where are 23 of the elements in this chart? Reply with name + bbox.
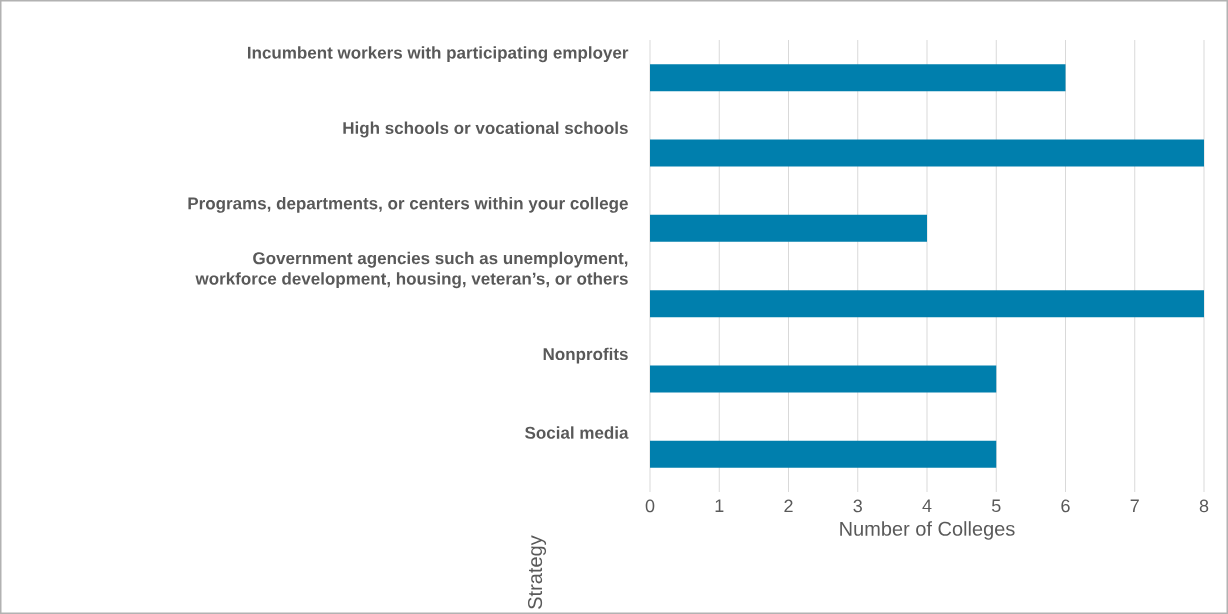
x-tick-label: 6 [1061, 499, 1070, 513]
y-tick-label: Nonprofits [543, 347, 628, 364]
y-tick-label: Social media [525, 426, 629, 439]
x-tick-label: 2 [784, 499, 793, 513]
y-tick-label: High schools or vocational schools [343, 121, 628, 138]
y-tick-label: Government agencies such as unemployment, workforce development, housing, veteran’s, or others [195, 251, 628, 289]
x-tick-label: 4 [922, 499, 932, 512]
x-tick-label: 3 [853, 499, 862, 513]
x-tick-label: 7 [1130, 499, 1139, 512]
y-axis-title: Strategy [527, 535, 547, 609]
bar [650, 139, 1204, 167]
x-tick-label: 0 [645, 499, 655, 513]
x-tick-label: 8 [1199, 499, 1209, 513]
x-tick-label: 1 [715, 499, 724, 512]
x-axis-title: Number of Colleges [840, 521, 1015, 540]
bar [650, 365, 997, 393]
x-tick-label: 5 [991, 499, 1001, 513]
bar [650, 440, 997, 468]
bar [650, 64, 1066, 92]
bar [650, 214, 927, 242]
bar [650, 290, 1204, 318]
y-tick-label: Programs, departments, or centers within your college [188, 196, 628, 213]
y-tick-label: Incumbent workers with participating employer [247, 46, 629, 63]
